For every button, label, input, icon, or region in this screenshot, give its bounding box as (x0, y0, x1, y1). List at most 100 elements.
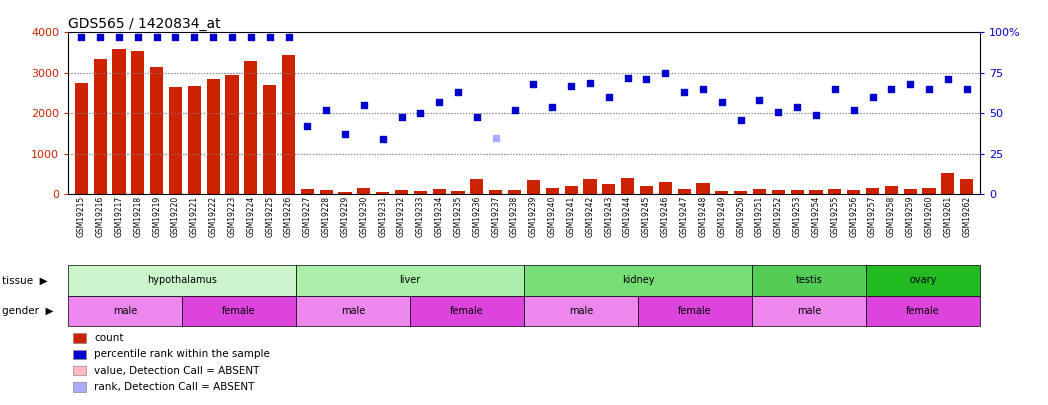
Bar (941, 173, 955, 194)
Bar (734, 191, 747, 194)
Point (657, 70, 674, 76)
Point (280, 34, 297, 40)
Bar (960, 179, 974, 194)
Bar (376, 192, 389, 194)
Bar (395, 190, 408, 194)
Bar (527, 180, 540, 194)
Bar (150, 67, 163, 194)
Point (355, 102, 372, 109)
Bar (357, 188, 371, 194)
Point (751, 97, 768, 104)
Bar (301, 189, 314, 194)
Bar (188, 86, 201, 194)
Point (204, 34, 221, 40)
Point (242, 34, 259, 40)
Bar (508, 190, 521, 194)
Bar (169, 87, 182, 194)
Point (167, 34, 183, 40)
Point (563, 83, 580, 89)
Bar (546, 188, 559, 194)
Text: liver: liver (399, 275, 420, 286)
Bar (244, 61, 258, 194)
Bar (603, 184, 615, 194)
Text: GDS565 / 1420834_at: GDS565 / 1420834_at (68, 17, 221, 31)
Point (374, 136, 391, 143)
Point (318, 107, 334, 113)
Text: hypothalamus: hypothalamus (147, 275, 217, 286)
Bar (433, 189, 445, 194)
Text: kidney: kidney (621, 275, 654, 286)
Text: female: female (678, 306, 712, 316)
Point (487, 134, 504, 141)
Point (638, 76, 655, 83)
Bar (866, 188, 879, 194)
Point (336, 131, 353, 138)
Point (920, 86, 937, 92)
Point (506, 107, 523, 113)
Bar (621, 178, 634, 194)
Point (714, 99, 730, 105)
Text: male: male (113, 306, 137, 316)
Point (299, 123, 315, 130)
Point (582, 79, 598, 86)
Bar (752, 189, 766, 194)
Text: ovary: ovary (910, 275, 937, 286)
Bar (565, 186, 577, 194)
Bar (74, 83, 88, 194)
Text: tissue  ▶: tissue ▶ (2, 275, 48, 286)
Bar (452, 191, 464, 194)
Point (827, 86, 844, 92)
Point (73, 34, 90, 40)
Bar (206, 79, 220, 194)
Point (148, 34, 165, 40)
Text: percentile rank within the sample: percentile rank within the sample (94, 350, 270, 359)
Text: female: female (907, 306, 940, 316)
Bar (339, 192, 352, 194)
Point (808, 112, 825, 118)
Text: male: male (796, 306, 821, 316)
Bar (922, 188, 936, 194)
Point (901, 81, 918, 87)
Point (695, 86, 712, 92)
Text: gender  ▶: gender ▶ (2, 306, 53, 316)
Bar (847, 190, 860, 194)
Bar (659, 182, 672, 194)
Bar (131, 51, 145, 194)
Bar (282, 55, 296, 194)
Point (601, 94, 617, 100)
Bar (93, 59, 107, 194)
Text: value, Detection Call = ABSENT: value, Detection Call = ABSENT (94, 366, 260, 375)
Text: testis: testis (795, 275, 823, 286)
Bar (263, 85, 277, 194)
Point (676, 89, 693, 96)
Bar (414, 191, 427, 194)
Point (431, 99, 447, 105)
Point (412, 110, 429, 117)
Bar (677, 189, 691, 194)
Bar (715, 191, 728, 194)
Text: rank, Detection Call = ABSENT: rank, Detection Call = ABSENT (94, 382, 255, 392)
Point (865, 94, 881, 100)
Point (393, 113, 410, 120)
Bar (809, 190, 823, 194)
Point (544, 104, 561, 110)
Bar (885, 186, 898, 194)
Bar (471, 179, 483, 194)
Bar (112, 49, 126, 194)
Point (770, 109, 787, 115)
Bar (828, 189, 842, 194)
Point (958, 86, 975, 92)
Point (111, 34, 128, 40)
Point (789, 104, 806, 110)
Text: female: female (451, 306, 484, 316)
Point (92, 34, 109, 40)
Point (185, 34, 202, 40)
Text: count: count (94, 333, 124, 343)
Bar (489, 190, 502, 194)
Point (733, 117, 749, 123)
Bar (320, 190, 333, 194)
Point (619, 75, 636, 81)
Point (468, 113, 485, 120)
Point (450, 89, 466, 96)
Bar (790, 190, 804, 194)
